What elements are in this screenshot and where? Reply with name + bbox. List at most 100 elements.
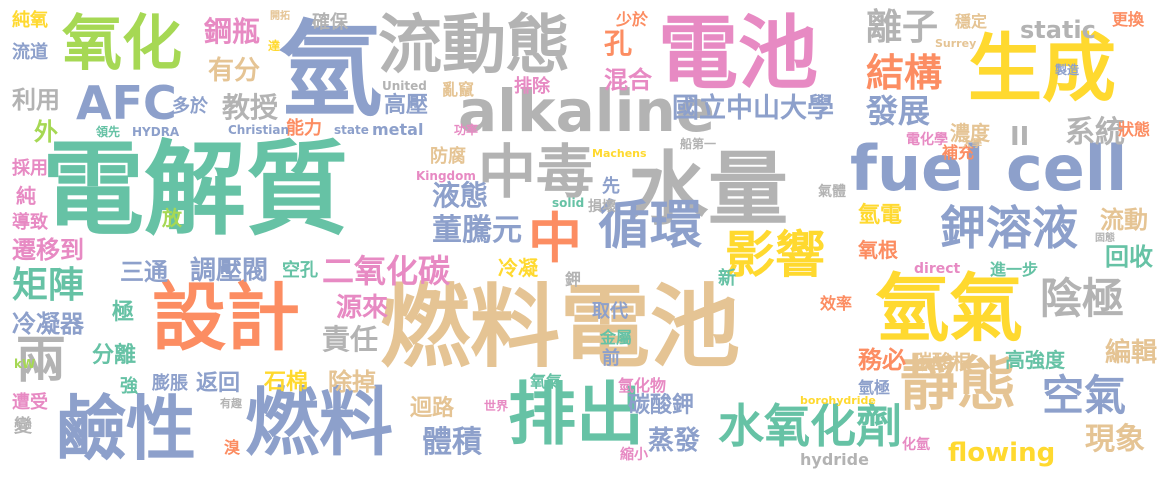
word-第一: 第一 — [692, 137, 717, 151]
word-水量: 水量 — [628, 143, 788, 236]
word-鋼瓶: 鋼瓶 — [204, 15, 261, 48]
word-碳酸根: 碳酸根 — [912, 350, 972, 374]
word-流動態: 流動態 — [378, 9, 570, 83]
word-AFC: AFC — [76, 76, 177, 130]
word-矩陣: 矩陣 — [12, 265, 85, 306]
word-Surrey: Surrey — [935, 37, 977, 50]
word-metal: metal — [372, 120, 424, 139]
word-除掉: 除掉 — [328, 368, 376, 396]
word-有趣: 有趣 — [220, 397, 242, 410]
word-縮小: 縮小 — [620, 447, 648, 463]
word-更換: 更換 — [1112, 10, 1145, 29]
word-防腐: 防腐 — [430, 146, 466, 167]
word-鉀: 鉀 — [565, 270, 582, 289]
word-先: 先 — [602, 176, 620, 197]
word-排出: 排出 — [508, 376, 645, 455]
word-direct: direct — [914, 261, 961, 277]
word-製造: 製造 — [1055, 63, 1080, 77]
word-Christian: Christian — [228, 123, 290, 137]
word-能力: 能力 — [286, 118, 322, 139]
word-穩定: 穩定 — [955, 12, 988, 31]
word-static: static — [1020, 16, 1096, 44]
word-損壞: 損壞 — [588, 199, 616, 215]
word-氣體: 氣體 — [818, 184, 846, 200]
word-kW: kW — [14, 357, 36, 371]
word-Machens: Machens — [592, 147, 647, 160]
word-效率: 效率 — [820, 294, 853, 313]
word-空孔: 空孔 — [282, 260, 318, 281]
word-國立中山大學: 國立中山大學 — [672, 93, 834, 124]
word-分離: 分離 — [92, 343, 137, 368]
word-返回: 返回 — [196, 371, 241, 396]
word-發展: 發展 — [866, 92, 931, 130]
word-固態: 固態 — [1095, 233, 1115, 244]
word-borohydride: borohydride — [800, 394, 876, 407]
word-電池: 電池 — [658, 7, 818, 100]
word-務必: 務必 — [858, 346, 906, 374]
word-II: II — [1010, 122, 1030, 152]
word-三通: 三通 — [120, 258, 168, 286]
word-氫: 氫 — [278, 9, 383, 131]
word-水氧化劑: 水氧化劑 — [718, 399, 902, 453]
word-碳酸鉀: 碳酸鉀 — [628, 393, 695, 418]
word-電解質: 電解質 — [42, 131, 348, 250]
word-責任: 責任 — [322, 323, 379, 356]
word-溴: 溴 — [224, 438, 241, 457]
word-達: 達 — [268, 39, 281, 53]
word-氫極: 氫極 — [858, 378, 891, 397]
word-生成: 生成 — [968, 26, 1116, 112]
word-離子: 離子 — [866, 7, 939, 48]
word-陰極: 陰極 — [1040, 274, 1125, 323]
word-化氫: 化氫 — [902, 437, 930, 453]
word-採用: 採用 — [12, 158, 48, 179]
word-取代: 取代 — [592, 301, 628, 322]
word-空氣: 空氣 — [1042, 371, 1127, 420]
word-排除: 排除 — [514, 76, 550, 97]
word-純氧: 純氧 — [12, 10, 48, 31]
word-編輯: 編輯 — [1105, 338, 1158, 368]
word-氫氣: 氫氣 — [875, 266, 1023, 352]
word-HYDRA: HYDRA — [132, 125, 180, 139]
word-純: 純 — [16, 184, 36, 208]
word-設計: 設計 — [152, 275, 300, 361]
word-電化學: 電化學 — [906, 132, 948, 148]
word-二氧化碳: 二氧化碳 — [322, 252, 451, 290]
word-中毒: 中毒 — [478, 138, 595, 206]
word-迴路: 迴路 — [410, 396, 455, 421]
word-冷凝器: 冷凝器 — [12, 310, 84, 338]
word-fuel-cell: fuel cell — [850, 132, 1128, 205]
word-氫化物: 氫化物 — [618, 376, 667, 395]
word-開拓: 開拓 — [270, 11, 290, 22]
word-循環: 循環 — [598, 196, 703, 256]
word-狀態: 狀態 — [1118, 120, 1151, 139]
word-外: 外 — [34, 118, 58, 146]
word-系統: 系統 — [1065, 115, 1125, 150]
word-流動: 流動 — [1100, 206, 1148, 234]
word-flowing: flowing — [948, 438, 1056, 468]
word-氧根: 氧根 — [858, 238, 898, 262]
word-多於: 多於 — [172, 96, 208, 117]
word-流道: 流道 — [12, 42, 48, 63]
word-源來: 源來 — [336, 293, 389, 323]
word-hydride: hydride — [800, 450, 869, 469]
word-強: 強 — [120, 376, 138, 397]
word-極: 極 — [112, 300, 135, 325]
word-Kingdom: Kingdom — [416, 169, 476, 183]
word-放: 放 — [162, 206, 182, 230]
word-董騰元: 董騰元 — [432, 213, 522, 248]
word-船: 船 — [680, 137, 693, 151]
word-United: United — [382, 79, 427, 93]
word-教授: 教授 — [222, 91, 279, 124]
word-遭受: 遭受 — [12, 392, 48, 413]
word-膨脹: 膨脹 — [152, 373, 188, 394]
word-功率: 功率 — [454, 123, 479, 137]
word-世界: 世界 — [484, 399, 509, 413]
word-冷凝: 冷凝 — [498, 256, 538, 280]
word-金屬: 金屬 — [600, 328, 633, 347]
word-中: 中 — [528, 207, 582, 270]
word-濃度: 濃度 — [950, 121, 990, 145]
word-進一步: 進一步 — [990, 260, 1039, 279]
word-燃料電池: 燃料電池 — [380, 275, 740, 380]
word-導致: 導致 — [12, 212, 48, 233]
